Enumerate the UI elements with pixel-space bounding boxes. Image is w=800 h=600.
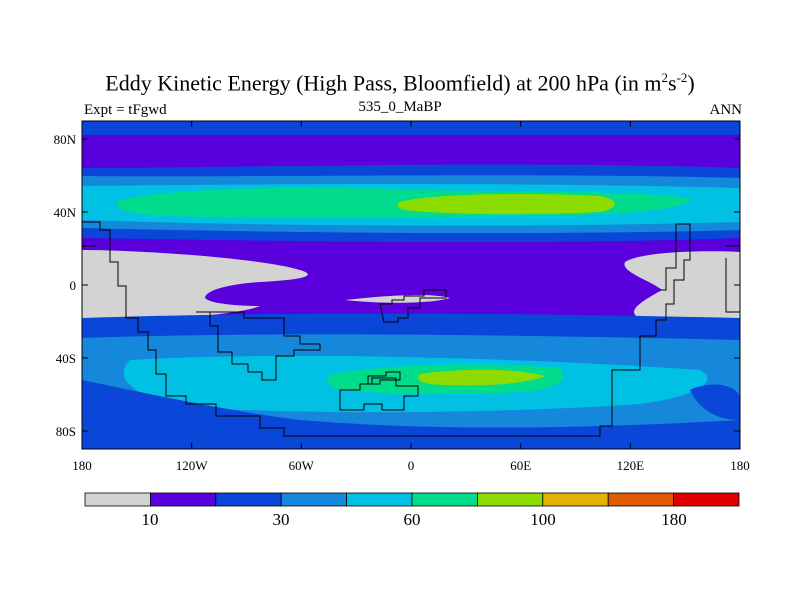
level-fill bbox=[82, 380, 740, 449]
y-tick-label: 40S bbox=[56, 351, 76, 366]
colorbar-swatch bbox=[280, 492, 348, 507]
level-fill bbox=[690, 384, 740, 420]
run-label: 535_0_MaBP bbox=[358, 99, 442, 115]
colorbar bbox=[84, 492, 740, 507]
x-tick-label: 0 bbox=[408, 458, 415, 473]
colorbar-swatch bbox=[215, 492, 282, 507]
y-tick-marks bbox=[82, 138, 740, 432]
level-fill bbox=[418, 369, 545, 386]
y-tick-label: 0 bbox=[70, 278, 77, 293]
colorbar-swatch bbox=[476, 492, 544, 507]
contour-fill bbox=[82, 121, 740, 449]
coastline bbox=[82, 221, 691, 437]
season-label: ANN bbox=[709, 102, 743, 118]
coastline bbox=[367, 371, 401, 385]
coastlines bbox=[82, 221, 740, 437]
level-fill bbox=[624, 251, 740, 320]
x-tick-marks bbox=[81, 121, 741, 449]
level-fill bbox=[345, 294, 450, 303]
colorbar-swatch bbox=[346, 492, 413, 507]
x-tick-label: 120W bbox=[176, 458, 209, 473]
colorbar-swatch bbox=[673, 492, 740, 507]
colorbar-swatch bbox=[607, 492, 675, 507]
colorbar-label: 60 bbox=[404, 510, 421, 529]
experiment-label: Expt = tFgwd bbox=[84, 102, 167, 118]
x-tick-label: 60E bbox=[510, 458, 531, 473]
coastline bbox=[196, 311, 321, 381]
y-tick-label: 80S bbox=[56, 424, 76, 439]
y-tick-label: 80N bbox=[54, 132, 77, 147]
y-tick-label: 40N bbox=[54, 205, 77, 220]
colorbar-label: 30 bbox=[273, 510, 290, 529]
level-fill bbox=[82, 121, 740, 135]
level-fill bbox=[397, 194, 615, 215]
x-tick-label: 60W bbox=[289, 458, 315, 473]
coastline bbox=[725, 258, 740, 313]
colorbar-swatch bbox=[84, 492, 151, 507]
map-title: Eddy Kinetic Energy (High Pass, Bloomfie… bbox=[105, 70, 695, 96]
coastline bbox=[379, 289, 447, 323]
colorbar-swatch bbox=[411, 492, 478, 507]
x-tick-label: 120E bbox=[617, 458, 645, 473]
colorbar-swatch bbox=[542, 492, 609, 507]
colorbar-swatch bbox=[149, 492, 217, 507]
colorbar-label: 10 bbox=[142, 510, 159, 529]
level-fill bbox=[82, 250, 308, 322]
colorbar-label: 100 bbox=[530, 510, 556, 529]
colorbar-label: 180 bbox=[661, 510, 687, 529]
x-tick-label: 180 bbox=[730, 458, 750, 473]
x-tick-label: 180 bbox=[72, 458, 92, 473]
